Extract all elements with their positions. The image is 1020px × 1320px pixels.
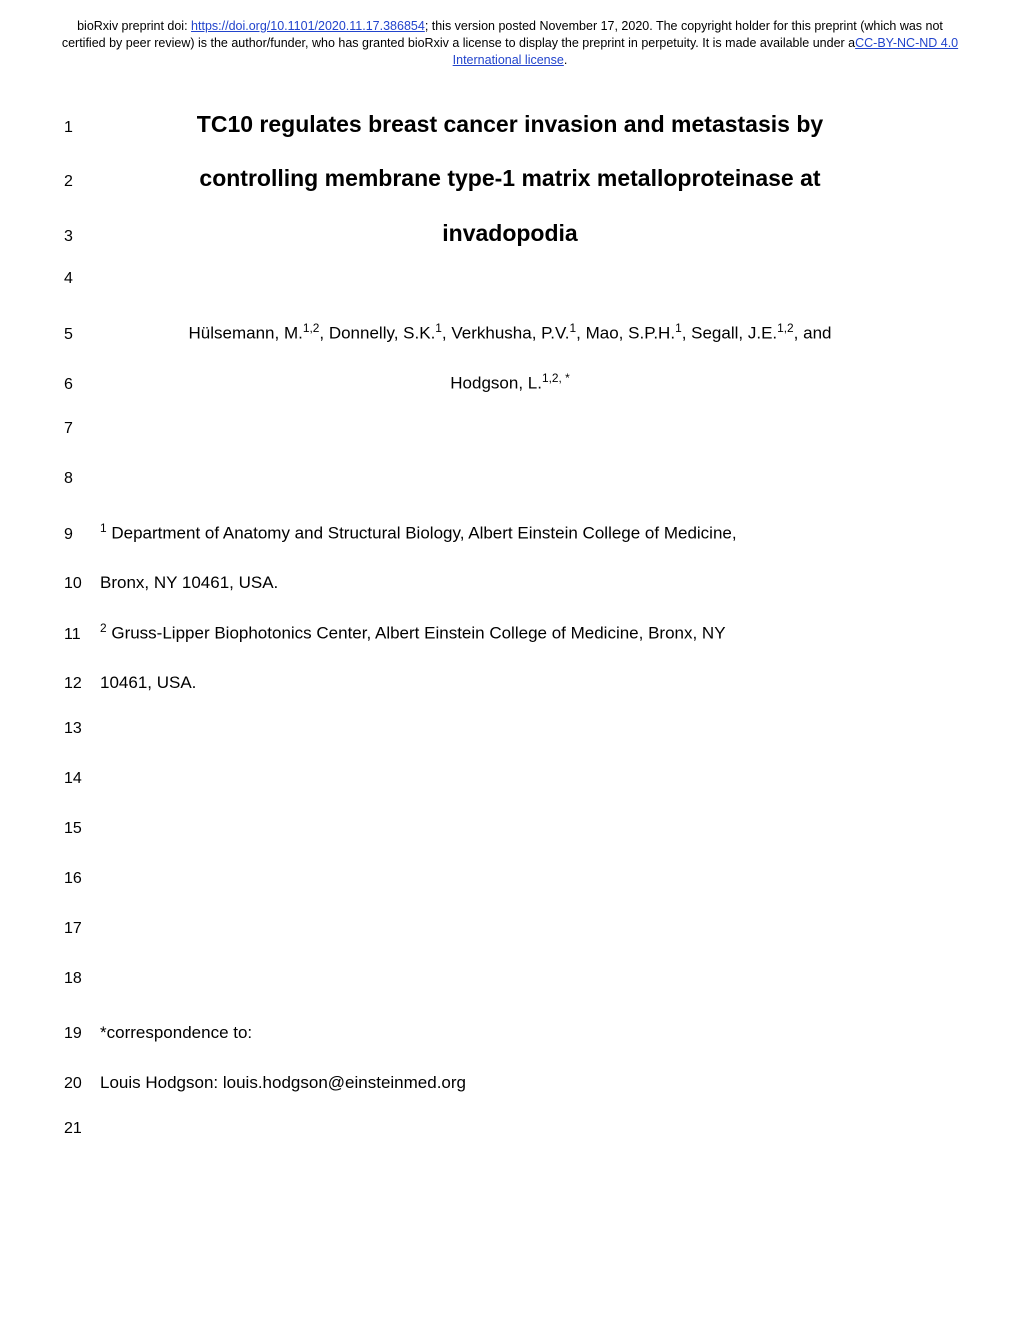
aff-2-text: Gruss-Lipper Biophotonics Center, Albert… [107,624,726,643]
affiliation-1-cont: Bronx, NY 10461, USA. [100,570,920,596]
line-5: 5 Hülsemann, M.1,2, Donnelly, S.K.1, Ver… [60,320,920,350]
title-part-1: TC10 regulates breast cancer invasion an… [100,107,920,142]
author-6: Hodgson, L. [450,374,542,393]
line-8: 8 [60,470,920,500]
author-1: Hülsemann, M. [189,324,303,343]
line-13: 13 [60,720,920,750]
line-7: 7 [60,420,920,450]
line-18: 18 [60,970,920,1000]
author-3: Verkhusha, P.V. [451,324,569,343]
line-11: 11 2 Gruss-Lipper Biophotonics Center, A… [60,620,920,650]
header-suffix: . [564,53,567,67]
line-3: 3 invadopodia [60,216,920,251]
line-number: 21 [60,1120,100,1138]
line-number: 12 [60,675,100,693]
author-5-aff: 1,2 [777,321,794,335]
authors-and: , and [794,324,832,343]
author-2-aff: 1 [435,321,442,335]
line-number: 11 [60,626,100,644]
line-14: 14 [60,770,920,800]
author-4: Mao, S.P.H. [586,324,675,343]
line-number: 13 [60,720,100,738]
aff-2-number: 2 [100,621,107,635]
line-19: 19 *correspondence to: [60,1020,920,1050]
line-number: 14 [60,770,100,788]
author-3-aff: 1 [570,321,577,335]
preprint-header: bioRxiv preprint doi: https://doi.org/10… [0,0,1020,77]
line-number: 8 [60,470,100,488]
affiliation-1: 1 Department of Anatomy and Structural B… [100,520,920,546]
doi-link[interactable]: https://doi.org/10.1101/2020.11.17.38685… [191,19,425,33]
author-1-aff: 1,2 [303,321,320,335]
line-number: 7 [60,420,100,438]
line-6: 6 Hodgson, L.1,2, * [60,370,920,400]
line-number: 20 [60,1075,100,1093]
line-number: 5 [60,326,100,344]
affiliation-2: 2 Gruss-Lipper Biophotonics Center, Albe… [100,620,920,646]
header-prefix: bioRxiv preprint doi: [77,19,191,33]
line-12: 12 10461, USA. [60,670,920,700]
author-6-aff: 1,2, * [542,371,570,385]
author-corresponding: Hodgson, L.1,2, * [100,370,920,396]
line-number: 18 [60,970,100,988]
line-number: 6 [60,376,100,394]
line-number: 1 [60,119,100,137]
line-number: 10 [60,575,100,593]
line-21: 21 [60,1120,920,1150]
line-20: 20 Louis Hodgson: louis.hodgson@einstein… [60,1070,920,1100]
aff-1-text: Department of Anatomy and Structural Bio… [107,524,737,543]
aff-1-number: 1 [100,521,107,535]
line-number: 3 [60,228,100,246]
affiliation-2-cont: 10461, USA. [100,670,920,696]
line-number: 4 [60,270,100,288]
line-number: 15 [60,820,100,838]
title-part-2: controlling membrane type-1 matrix metal… [100,161,920,196]
line-number: 17 [60,920,100,938]
author-4-aff: 1 [675,321,682,335]
line-number: 9 [60,526,100,544]
authors-list: Hülsemann, M.1,2, Donnelly, S.K.1, Verkh… [100,320,920,346]
title-part-3: invadopodia [100,216,920,251]
correspondence-label: *correspondence to: [100,1020,920,1046]
line-9: 9 1 Department of Anatomy and Structural… [60,520,920,550]
line-4: 4 [60,270,920,300]
line-10: 10 Bronx, NY 10461, USA. [60,570,920,600]
line-15: 15 [60,820,920,850]
line-2: 2 controlling membrane type-1 matrix met… [60,161,920,196]
line-number: 16 [60,870,100,888]
line-1: 1 TC10 regulates breast cancer invasion … [60,107,920,142]
line-16: 16 [60,870,920,900]
author-2: Donnelly, S.K. [329,324,435,343]
manuscript-content: 1 TC10 regulates breast cancer invasion … [0,77,1020,1151]
line-number: 19 [60,1025,100,1043]
line-17: 17 [60,920,920,950]
correspondence-email: Louis Hodgson: louis.hodgson@einsteinmed… [100,1070,920,1096]
author-5: Segall, J.E. [691,324,777,343]
line-number: 2 [60,173,100,191]
